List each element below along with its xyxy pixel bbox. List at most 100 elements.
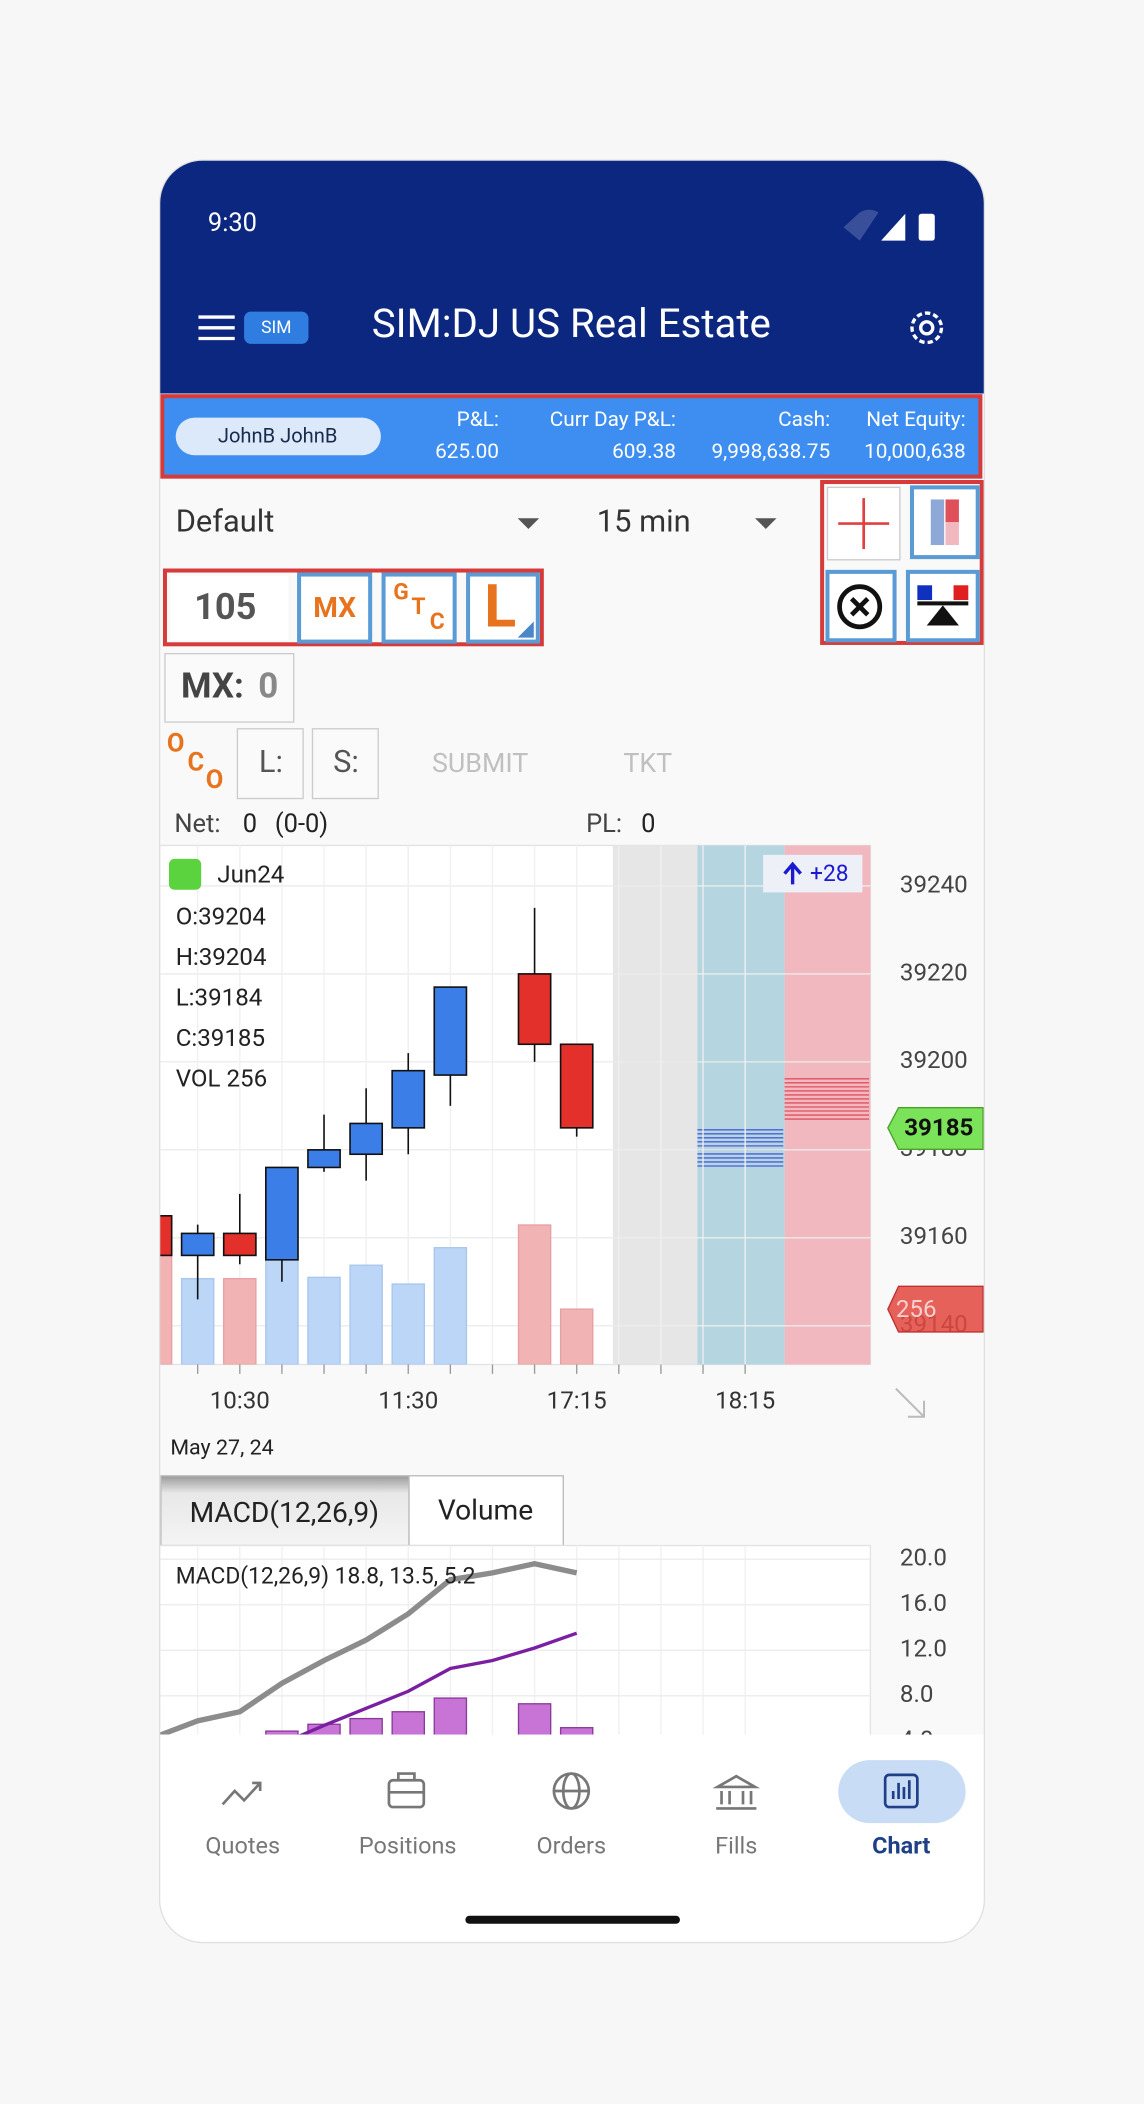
bottom-nav xyxy=(159,1734,985,1943)
nav-active-pill xyxy=(838,1760,966,1824)
mx-box xyxy=(164,653,295,723)
oco-letter: C xyxy=(187,747,204,777)
legend-line: H:39204 xyxy=(176,943,267,971)
battery-icon xyxy=(918,213,935,241)
quantity-field[interactable] xyxy=(170,575,289,641)
candle-body xyxy=(433,986,468,1076)
submit-button[interactable]: SUBMIT xyxy=(432,747,528,779)
order-group xyxy=(162,568,544,647)
screen-title: SIM:DJ US Real Estate xyxy=(372,300,771,347)
account-pill[interactable] xyxy=(175,417,381,456)
price-axis: 39140391603918039200392203924039185256 xyxy=(887,870,984,1338)
menu-button[interactable] xyxy=(198,315,235,341)
x-tick-label: 11:30 xyxy=(378,1386,438,1414)
stop-label: S: xyxy=(333,743,359,780)
stop-field[interactable] xyxy=(311,728,379,800)
interval-select[interactable]: 15 min xyxy=(597,503,691,540)
limit-button-text: L xyxy=(484,572,516,641)
indicator-tab[interactable] xyxy=(408,1475,564,1547)
gap-zone xyxy=(612,845,698,1365)
histogram-bar xyxy=(391,1711,426,1735)
macd-panel: 20.016.012.08.04.0 xyxy=(159,1544,947,1754)
tool-group xyxy=(820,480,984,645)
corner-flag xyxy=(517,621,534,638)
y-tick-label: 39160 xyxy=(900,1222,968,1250)
resize-handle[interactable] xyxy=(895,1387,926,1418)
volume-bar xyxy=(517,1224,552,1365)
account-field-label: P&L: xyxy=(457,408,499,432)
quantity: 105 xyxy=(194,585,256,628)
candle-body xyxy=(159,1215,173,1257)
tab-label: Volume xyxy=(438,1493,533,1526)
nav-item[interactable]: Chart xyxy=(872,1832,930,1860)
mx-button[interactable] xyxy=(297,572,373,644)
ticket-button[interactable]: TKT xyxy=(623,747,672,779)
cancel-button[interactable] xyxy=(825,569,897,643)
ask-zone xyxy=(784,845,871,1365)
candle-body xyxy=(391,1069,426,1129)
legend-line: C:39185 xyxy=(176,1024,265,1052)
account-field-label: Net Equity: xyxy=(866,408,965,432)
last-volume-marker xyxy=(887,1285,984,1333)
account-field-label: Curr Day P&L: xyxy=(550,408,676,432)
settings-button[interactable] xyxy=(910,311,944,345)
account-field-value: 609.38 xyxy=(612,440,676,464)
macd-plot-area xyxy=(159,1545,871,1735)
volume-bar xyxy=(307,1276,341,1365)
mx-button-text: MX xyxy=(313,591,356,624)
sim-badge xyxy=(244,311,309,344)
nav-icons xyxy=(221,1772,919,1810)
nav-labels: Quotes Positions Orders Fills Chart xyxy=(205,1832,930,1860)
last-price-marker xyxy=(887,1107,984,1150)
dom-button[interactable] xyxy=(909,485,980,560)
gtc-letter: G xyxy=(393,578,409,605)
candle-body xyxy=(222,1232,257,1257)
nav-item[interactable]: Positions xyxy=(359,1832,457,1860)
histogram-bar xyxy=(265,1730,299,1735)
candle-body xyxy=(180,1232,215,1257)
volume-bar xyxy=(349,1264,383,1365)
bid-zone xyxy=(697,845,785,1365)
gtc-button[interactable] xyxy=(381,572,457,644)
limit-field[interactable] xyxy=(236,728,304,800)
symbol: Jun24 xyxy=(217,861,284,889)
mx-label: MX: xyxy=(181,666,244,707)
last-volume-label: 256 xyxy=(896,1295,937,1323)
legend-line: L:39184 xyxy=(176,983,263,1011)
change-box xyxy=(763,854,863,893)
volume-bar xyxy=(433,1247,468,1365)
layout-select[interactable]: Default xyxy=(176,503,275,540)
candle-body xyxy=(265,1166,299,1261)
nav-item[interactable]: Quotes xyxy=(205,1832,280,1860)
last-price-label: 39185 xyxy=(904,1114,973,1142)
nav-item[interactable]: Fills xyxy=(715,1832,757,1860)
signal-icon xyxy=(881,213,906,241)
app-header xyxy=(159,160,985,394)
crosshair-button[interactable] xyxy=(826,486,901,561)
gtc-letter: T xyxy=(411,593,425,620)
x-tick-label: 10:30 xyxy=(210,1386,270,1414)
net-value: 0 xyxy=(243,809,257,839)
sim-badge-text: SIM xyxy=(261,318,291,338)
pl-value: 0 xyxy=(641,809,655,839)
legend-line: VOL 256 xyxy=(176,1064,267,1092)
legend-line: O:39204 xyxy=(176,902,267,930)
flatten-button[interactable] xyxy=(905,569,980,643)
ohlc-legend: O:39204 H:39204 L:39184 C:39185 VOL 256 xyxy=(176,902,267,1092)
volume-bar xyxy=(391,1283,426,1365)
y-tick-label: 39220 xyxy=(900,958,968,986)
change-label: +28 xyxy=(810,860,849,887)
y-tick-label: 8.0 xyxy=(900,1680,933,1708)
candle-body xyxy=(307,1149,341,1169)
status-light xyxy=(168,858,202,890)
y-tick-label: 39200 xyxy=(900,1046,968,1074)
net-label: Net: xyxy=(174,809,220,839)
nav-item[interactable]: Orders xyxy=(537,1832,607,1860)
histogram-bar xyxy=(349,1717,383,1735)
candle-body xyxy=(517,973,552,1046)
y-tick-label: 39240 xyxy=(900,870,968,898)
indicator-line xyxy=(159,1561,578,1735)
y-tick-label: 12.0 xyxy=(900,1635,947,1663)
mx-value: 0 xyxy=(258,666,278,707)
dropdown-arrow xyxy=(755,518,777,529)
